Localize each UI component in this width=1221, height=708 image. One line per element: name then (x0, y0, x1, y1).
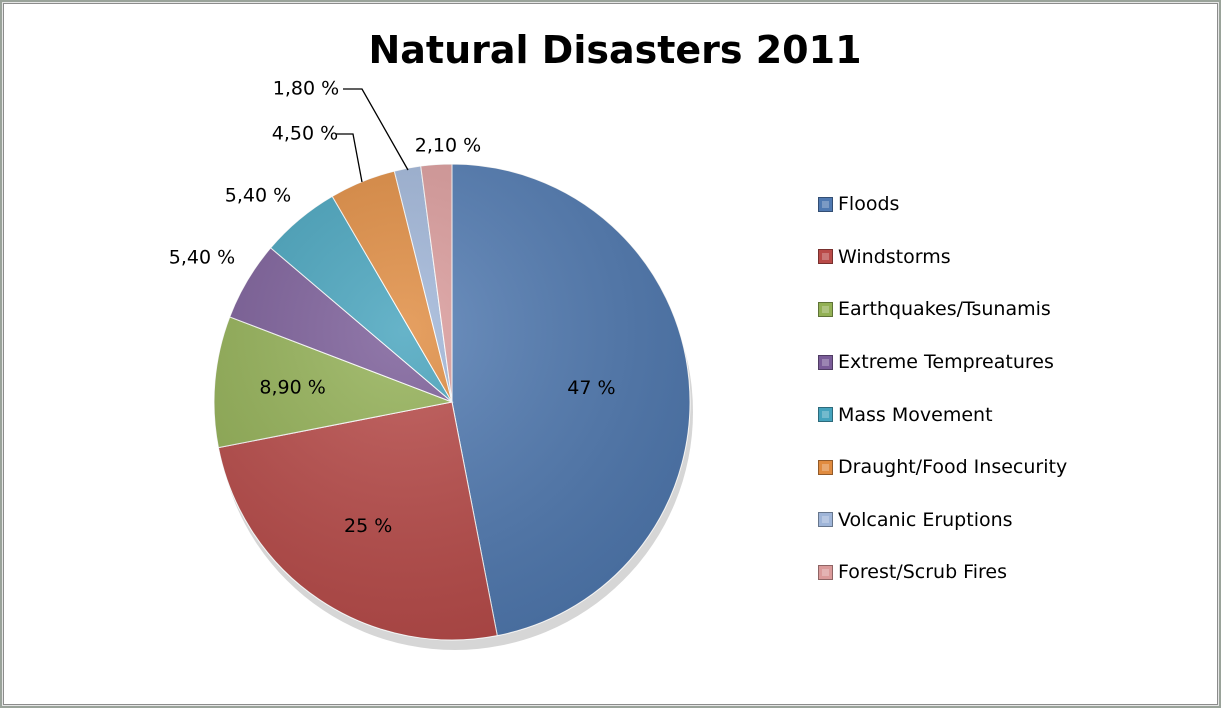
legend-label: Draught/Food Insecurity (838, 456, 1068, 479)
legend-swatch (818, 459, 833, 475)
data-label-draught-food-insecurity: 4,50 % (272, 123, 338, 145)
legend-swatch (818, 354, 833, 370)
legend-item-windstorms: Windstorms (818, 231, 1067, 284)
legend-label: Earthquakes/Tsunamis (838, 298, 1051, 321)
data-label-floods: 47 % (567, 377, 615, 399)
legend-item-volcanic-eruptions: Volcanic Eruptions (818, 494, 1067, 547)
legend-item-forest-scrub-fires: Forest/Scrub Fires (818, 546, 1067, 599)
legend-item-draught-food-insecurity: Draught/Food Insecurity (818, 441, 1067, 494)
data-label-forest-scrub-fires: 2,10 % (415, 135, 481, 157)
legend-item-earthquakes-tsunamis: Earthquakes/Tsunamis (818, 283, 1067, 336)
legend-label: Extreme Tempreatures (838, 351, 1054, 374)
data-label-volcanic-eruptions: 1,80 % (273, 78, 339, 100)
pie-slice-floods (451, 163, 691, 637)
legend-swatch (818, 512, 833, 528)
legend-swatch (818, 301, 833, 317)
leader-line-volcanic-eruptions (343, 88, 409, 171)
data-label-mass-movement: 5,40 % (225, 185, 291, 207)
legend-label: Windstorms (838, 245, 951, 268)
legend-label: Floods (838, 193, 900, 216)
legend-label: Volcanic Eruptions (838, 508, 1013, 531)
leader-line-draught-food-insecurity (336, 133, 363, 183)
legend-swatch (818, 564, 833, 580)
legend-label: Mass Movement (838, 403, 993, 426)
legend-swatch (818, 249, 833, 265)
legend-swatch (818, 407, 833, 423)
data-label-windstorms: 25 % (344, 515, 392, 537)
data-label-earthquakes-tsunamis: 8,90 % (259, 377, 325, 399)
legend-swatch (818, 196, 833, 212)
chart-title: Natural Disasters 2011 (368, 28, 862, 72)
data-label-extreme-tempreatures: 5,40 % (169, 247, 235, 269)
legend: Floods Windstorms Earthquakes/Tsunamis Extr… (818, 178, 1067, 599)
legend-item-extreme-tempreatures: Extreme Tempreatures (818, 336, 1067, 389)
legend-item-floods: Floods (818, 178, 1067, 231)
legend-label: Forest/Scrub Fires (838, 561, 1007, 584)
legend-item-mass-movement: Mass Movement (818, 388, 1067, 441)
